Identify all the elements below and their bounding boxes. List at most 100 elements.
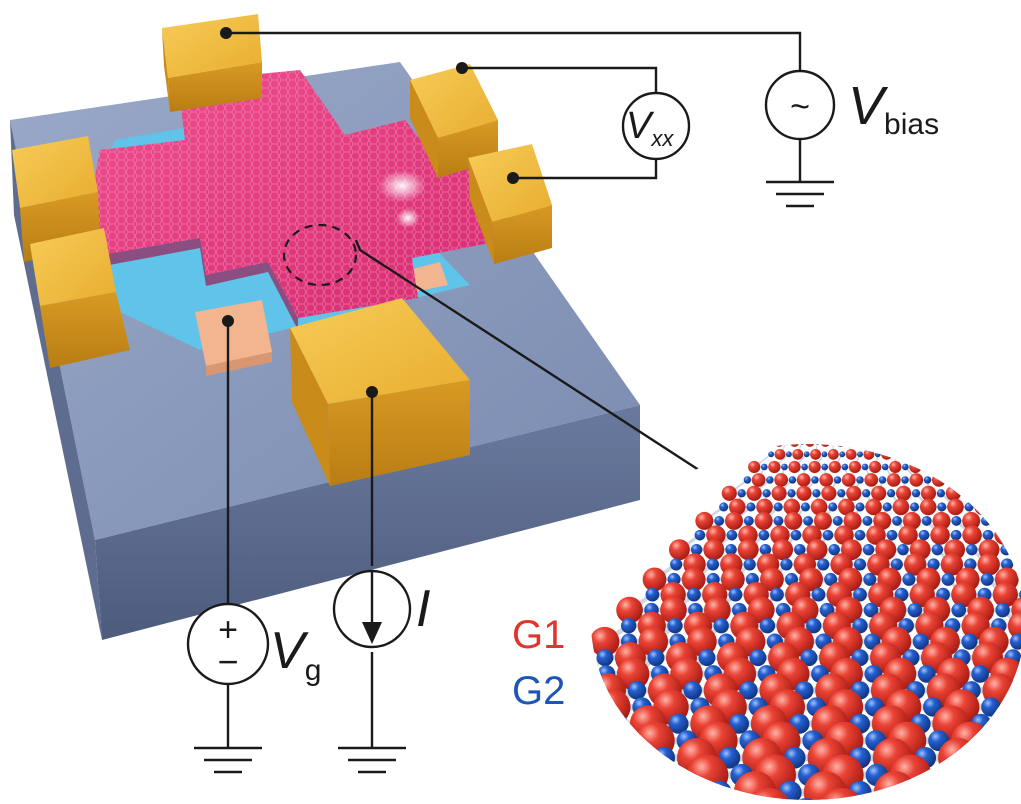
g2-atom <box>806 618 822 634</box>
g1-atom <box>668 539 690 561</box>
lattice-bond <box>910 788 934 800</box>
g2-atom <box>862 489 871 498</box>
g1-atom <box>704 596 731 624</box>
g2-atom <box>853 558 867 571</box>
g1-atom <box>902 511 921 530</box>
g2-atom <box>768 451 775 458</box>
g2-atom <box>991 502 1001 512</box>
lattice-bond <box>899 430 902 442</box>
lattice-bond <box>964 466 985 481</box>
g2-atom <box>799 444 805 445</box>
g2-atom <box>708 780 732 800</box>
lattice-bond <box>912 430 918 442</box>
g1-atom <box>994 525 1014 545</box>
g2-atom <box>961 633 978 650</box>
g2-atom <box>911 489 921 498</box>
lattice-bond <box>1008 771 1021 797</box>
g1-atom <box>783 498 801 516</box>
g2-atom <box>743 558 756 571</box>
g2-atom <box>951 602 967 618</box>
g2-atom <box>759 618 776 634</box>
g2-atom <box>971 665 989 683</box>
g1-atom <box>851 444 861 447</box>
g2-atom <box>918 529 930 541</box>
g2-atom <box>866 798 891 800</box>
g2-atom <box>806 428 810 432</box>
g1-atom <box>616 657 650 691</box>
lattice-bond <box>856 430 860 442</box>
lattice-bond <box>989 492 1012 509</box>
g2-atom <box>854 529 866 541</box>
g2-atom <box>910 451 917 458</box>
g1-atom <box>892 498 910 516</box>
g1-atom <box>881 448 893 460</box>
g2-atom <box>828 502 838 512</box>
g2-atom <box>737 489 746 498</box>
g1-atom <box>992 582 1018 608</box>
ac-tilde: ~ <box>790 88 810 126</box>
g2-atom <box>830 444 836 445</box>
g1-atom <box>595 689 631 725</box>
g2-atom <box>726 529 738 541</box>
g2-atom <box>897 428 901 432</box>
g2-atom <box>706 558 720 571</box>
g1-atom <box>805 444 815 447</box>
reflection-highlight <box>378 170 426 202</box>
g1-atom <box>827 448 839 460</box>
g2-atom <box>988 780 1012 800</box>
g2-atom <box>886 489 896 498</box>
lattice-bond <box>982 788 1004 800</box>
legend-g1: G1 <box>512 613 565 657</box>
plus-sign: + <box>218 611 238 649</box>
lattice-bond <box>925 430 933 442</box>
g2-atom <box>923 476 932 484</box>
g1-atom <box>897 444 908 447</box>
g2-atom <box>811 476 819 484</box>
g2-atom <box>815 444 821 445</box>
lattice-bond <box>552 792 580 804</box>
g1-atom <box>687 626 717 657</box>
minus-sign: − <box>217 641 238 682</box>
g2-atom <box>902 572 916 586</box>
g1-atom <box>863 426 871 434</box>
g1-atom <box>850 426 858 434</box>
g1-atom <box>892 788 937 800</box>
g2-atom <box>901 476 909 484</box>
lattice-bond <box>620 788 654 800</box>
g2-atom <box>721 798 746 800</box>
g1-atom <box>524 771 567 804</box>
g2-atom <box>882 502 892 512</box>
g2-atom <box>980 572 994 586</box>
g1-atom <box>530 788 574 804</box>
g2-atom <box>874 451 881 458</box>
g1-atom <box>591 705 607 743</box>
g2-atom <box>824 572 838 586</box>
g2-atom <box>687 587 701 602</box>
g1-atom <box>916 448 928 460</box>
gate-electrode-pad-side <box>206 352 272 376</box>
g2-atom <box>773 502 783 512</box>
g1-atom <box>687 754 729 796</box>
g2-atom <box>931 543 944 556</box>
g2-atom <box>613 730 635 752</box>
g2-atom <box>918 780 942 800</box>
g1-atom <box>720 567 745 592</box>
g2-atom <box>892 515 902 526</box>
g2-atom <box>841 463 849 471</box>
g2-atom <box>845 428 849 432</box>
g2-atom <box>858 428 862 432</box>
g1-atom <box>964 788 1009 800</box>
g2-atom <box>822 529 834 541</box>
g1-atom <box>882 444 892 447</box>
g1-atom <box>797 426 805 434</box>
g1-atom <box>952 448 964 460</box>
g2-atom <box>523 747 545 769</box>
g2-atom <box>794 543 806 556</box>
g2-atom <box>853 587 867 602</box>
g2-atom <box>638 780 662 800</box>
voltmeter-symbol <box>621 91 691 161</box>
g1-atom <box>898 525 918 545</box>
g2-atom <box>787 489 796 498</box>
g2-atom <box>910 502 920 512</box>
lattice-bond <box>841 430 847 442</box>
